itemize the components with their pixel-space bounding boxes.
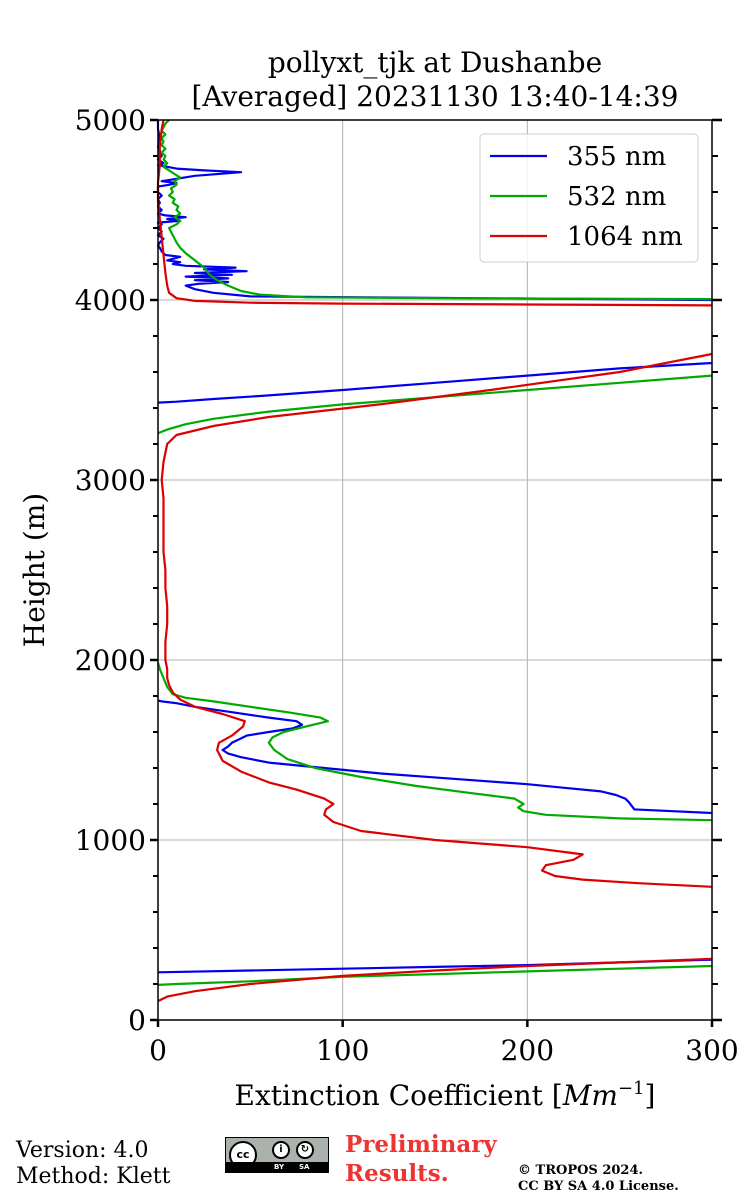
y-tick-label: 0 [128, 1004, 146, 1037]
version-text: Version: 4.0 [16, 1138, 149, 1163]
y-axis-label: Height (m) [18, 493, 51, 647]
series-line-532-nm [157, 374, 713, 435]
x-tick-label: 300 [685, 1034, 738, 1067]
series-line-1064-nm [157, 957, 713, 1003]
copyright-line-1: © TROPOS 2024. [518, 1163, 644, 1178]
series-layer [156, 119, 713, 1003]
series-line-532-nm [156, 662, 713, 822]
chart-title: pollyxt_tjk at Dushanbe [268, 46, 602, 79]
x-axis-label: Extinction Coefficient [Mm−1] [235, 1078, 656, 1112]
y-tick-label: 1000 [75, 824, 146, 857]
cc-badge-bar: BY SA [226, 1162, 328, 1172]
legend-box [479, 133, 699, 263]
chart-subtitle: [Averaged] 20231130 13:40-14:39 [192, 80, 679, 113]
method-text: Method: Klett [16, 1164, 171, 1189]
x-tick-label: 100 [316, 1034, 369, 1067]
legend: 355 nm 532 nm 1064 nm [479, 133, 699, 263]
attribution-icon: i [272, 1141, 290, 1159]
legend-label: 1064 nm [567, 222, 683, 252]
plot-frame [157, 119, 713, 1021]
y-tick-label: 4000 [75, 284, 146, 317]
series-line-1064-nm [156, 119, 713, 307]
series-line-1064-nm [160, 352, 713, 888]
copyright-line-2: CC BY SA 4.0 License. [518, 1179, 679, 1194]
y-tick-label: 3000 [75, 464, 146, 497]
x-tick-label: 0 [149, 1034, 167, 1067]
series-line-355-nm [157, 699, 713, 815]
x-tick-label: 200 [501, 1034, 554, 1067]
legend-label: 532 nm [567, 182, 666, 212]
sa-label: SA [299, 1163, 310, 1171]
series-line-355-nm [157, 361, 713, 404]
footer-info: Version: 4.0 Method: Klett [16, 1138, 170, 1190]
by-label: BY [274, 1163, 285, 1171]
share-alike-icon: ↻ [296, 1141, 314, 1159]
cc-license-badge: cc i ↻ BY SA [225, 1137, 329, 1173]
series-line-532-nm [160, 119, 713, 301]
preliminary-results-note: Preliminary Results. [345, 1130, 497, 1188]
legend-label: 355 nm [567, 142, 666, 172]
extinction-chart: pollyxt_tjk at Dushanbe [Averaged] 20231… [18, 46, 739, 1112]
y-tick-label: 2000 [75, 644, 146, 677]
series-line-532-nm [157, 964, 713, 986]
y-tick-label: 5000 [75, 104, 146, 137]
copyright-note: © TROPOS 2024. CC BY SA 4.0 License. [518, 1163, 679, 1195]
preliminary-line-1: Preliminary [345, 1131, 497, 1158]
preliminary-line-2: Results. [345, 1160, 449, 1187]
